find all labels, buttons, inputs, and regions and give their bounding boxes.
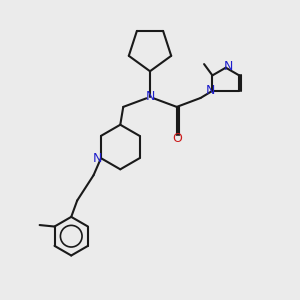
Text: O: O xyxy=(172,132,182,145)
Text: N: N xyxy=(145,90,155,103)
Text: N: N xyxy=(205,84,215,97)
Text: N: N xyxy=(93,152,102,165)
Text: N: N xyxy=(224,60,233,73)
